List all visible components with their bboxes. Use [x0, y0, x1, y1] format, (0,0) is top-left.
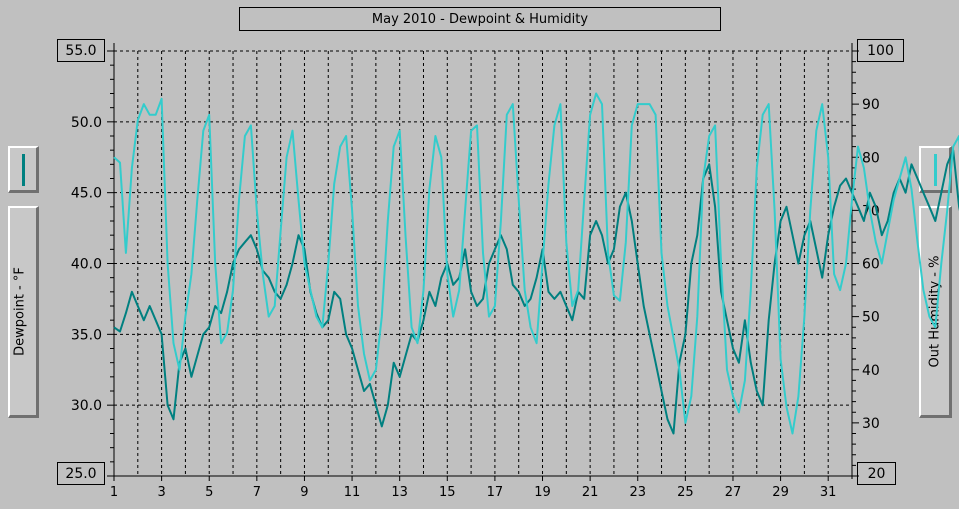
x-tick-label: 17	[487, 485, 504, 500]
x-tick-label: 27	[725, 485, 742, 500]
dewpoint-legend-button[interactable]	[8, 146, 39, 193]
x-tick-label: 31	[820, 485, 837, 500]
right-tick-label: 60	[862, 257, 880, 273]
x-tick-label: 5	[205, 485, 213, 500]
right-tick-label: 90	[862, 97, 880, 113]
humidity-legend-swatch	[934, 154, 937, 186]
x-tick-label: 7	[253, 485, 261, 500]
x-tick-label: 15	[439, 485, 456, 500]
left-tick-label: 50.0	[71, 115, 102, 131]
dewpoint-axis-label-panel[interactable]: Dewpoint - °F	[8, 206, 39, 418]
right-tick-label: 40	[862, 363, 880, 379]
x-tick-label: 23	[629, 485, 646, 500]
x-tick-label: 21	[582, 485, 599, 500]
left-tick-label: 35.0	[71, 327, 102, 343]
humidity-axis-label-panel[interactable]: Out Humidity - %	[919, 206, 952, 418]
x-tick-label: 19	[534, 485, 551, 500]
x-tick-label: 29	[772, 485, 789, 500]
x-tick-label: 9	[300, 485, 308, 500]
x-tick-label: 3	[157, 485, 165, 500]
right-tick-label: 80	[862, 150, 880, 166]
left-tick-label: 40.0	[71, 257, 102, 273]
right-tick-top: 100	[857, 39, 904, 62]
left-tick-top: 55.0	[57, 39, 105, 62]
x-tick-label: 11	[344, 485, 361, 500]
right-tick-label: 50	[862, 310, 880, 326]
left-tick-label: 30.0	[71, 398, 102, 414]
right-tick-bottom: 20	[857, 462, 896, 485]
right-tick-label: 30	[862, 416, 880, 432]
dewpoint-legend-swatch	[22, 154, 25, 186]
x-tick-label: 1	[110, 485, 118, 500]
humidity-series-line	[113, 92, 959, 435]
left-tick-bottom: 25.0	[57, 462, 105, 485]
x-tick-label: 13	[391, 485, 408, 500]
left-tick-label: 45.0	[71, 186, 102, 202]
x-tick-label: 25	[677, 485, 694, 500]
chart-title: May 2010 - Dewpoint & Humidity	[239, 7, 721, 31]
dewpoint-series-line	[113, 149, 959, 435]
